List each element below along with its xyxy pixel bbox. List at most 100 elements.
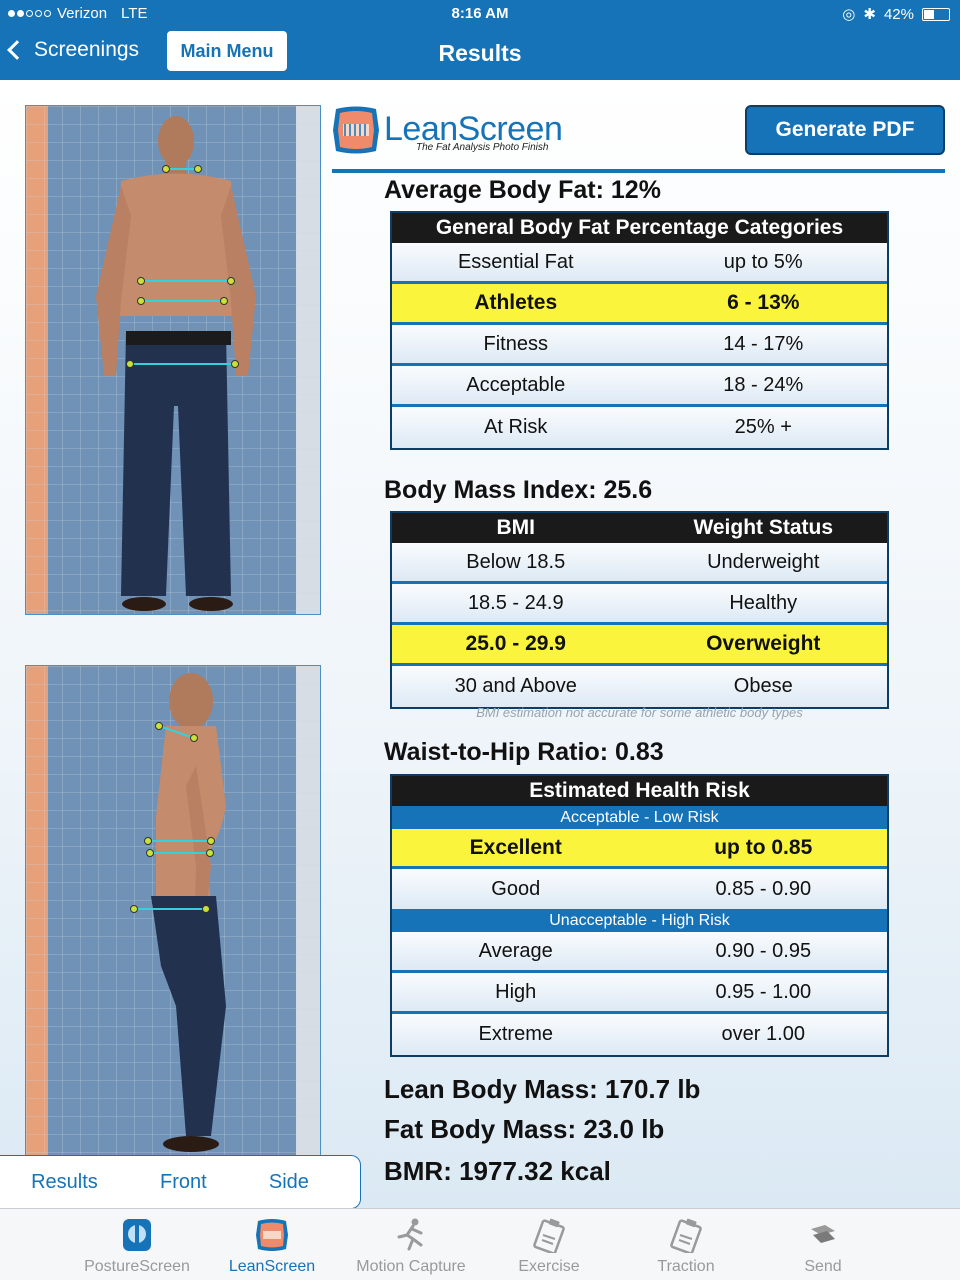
whr-row: Average 0.90 - 0.95 (392, 932, 887, 973)
whr-row-label: Excellent (392, 836, 640, 860)
bmi-row-label: 18.5 - 24.9 (392, 592, 640, 615)
bmi-row-value: Overweight (640, 632, 888, 656)
body-fat-row-value: 14 - 17% (640, 333, 888, 356)
side-photo[interactable] (25, 665, 321, 1175)
bmi-note: BMI estimation not accurate for some ath… (390, 705, 889, 720)
body-fat-row-value: 25% + (640, 416, 888, 439)
nav-bar: Screenings Main Menu Results (0, 26, 960, 80)
body-fat-row: Acceptable 18 - 24% (392, 366, 887, 407)
bluetooth-icon: ✱ (863, 5, 876, 23)
tab-results[interactable]: Results (31, 1171, 98, 1194)
whr-row-label: High (392, 981, 640, 1004)
whr-row: Excellent up to 0.85 (392, 829, 887, 869)
battery-icon (922, 8, 950, 21)
side-body-image (26, 666, 321, 1175)
body-fat-heading: Average Body Fat: 12% (384, 176, 661, 205)
tab-motion-capture[interactable]: Motion Capture (341, 1209, 481, 1280)
whr-row-value: 0.95 - 1.00 (640, 981, 888, 1004)
bmi-table: BMI Weight Status Below 18.5 Underweight 1… (390, 511, 889, 709)
fat-body-mass: Fat Body Mass: 23.0 lb (384, 1114, 664, 1145)
body-fat-row: At Risk 25% + (392, 407, 887, 448)
tab-label: Traction (616, 1258, 756, 1276)
body-fat-row: Fitness 14 - 17% (392, 325, 887, 366)
weight-status-column-header: Weight Status (640, 516, 888, 540)
runner-icon (393, 1217, 429, 1253)
whr-row-value: 0.85 - 0.90 (640, 878, 888, 901)
bmi-table-header: BMI Weight Status (392, 513, 887, 543)
whr-row-value: 0.90 - 0.95 (640, 940, 888, 963)
tab-label: Send (753, 1258, 893, 1276)
body-fat-row-value: 18 - 24% (640, 374, 888, 397)
front-body-image (26, 106, 321, 615)
body-fat-row-label: Athletes (392, 291, 640, 315)
bmi-row: 25.0 - 29.9 Overweight (392, 625, 887, 666)
logo-tagline: The Fat Analysis Photo Finish (416, 142, 548, 153)
whr-row-value: over 1.00 (640, 1023, 888, 1046)
bmi-row-value: Obese (640, 675, 888, 698)
tab-posturescreen[interactable]: PostureScreen (67, 1209, 207, 1280)
clipboard-icon (531, 1217, 567, 1253)
body-fat-row-label: At Risk (392, 416, 640, 439)
bmi-row-value: Underweight (640, 551, 888, 574)
body-fat-row-value: up to 5% (640, 251, 888, 274)
tab-bar: PostureScreen LeanScreen Motion Capture Exe… (0, 1208, 960, 1280)
front-photo[interactable] (25, 105, 321, 615)
tab-label: Motion Capture (341, 1258, 481, 1276)
tab-label: PostureScreen (67, 1258, 207, 1276)
lean-screen-icon (254, 1217, 290, 1253)
tab-label: Exercise (479, 1258, 619, 1276)
leanscreen-logo-icon (331, 104, 381, 156)
whr-row-label: Extreme (392, 1023, 640, 1046)
tab-exercise[interactable]: Exercise (479, 1209, 619, 1280)
leanscreen-logo: LeanScreen The Fat Analysis Photo Finish (331, 104, 571, 160)
bmi-row: 30 and Above Obese (392, 666, 887, 707)
whr-row: Good 0.85 - 0.90 (392, 869, 887, 909)
whr-group-high: Unacceptable - High Risk (392, 909, 887, 932)
tab-leanscreen[interactable]: LeanScreen (202, 1209, 342, 1280)
chevron-left-icon (7, 40, 27, 60)
generate-pdf-button[interactable]: Generate PDF (745, 105, 945, 155)
whr-row: High 0.95 - 1.00 (392, 973, 887, 1014)
whr-row-value: up to 0.85 (640, 836, 888, 860)
body-fat-row-label: Essential Fat (392, 251, 640, 274)
status-bar: Verizon LTE 8:16 AM ◎ ✱ 42% (0, 0, 960, 26)
body-fat-row-label: Fitness (392, 333, 640, 356)
tab-side[interactable]: Side (269, 1171, 309, 1194)
bmi-row-value: Healthy (640, 592, 888, 615)
whr-row-label: Average (392, 940, 640, 963)
tab-traction[interactable]: Traction (616, 1209, 756, 1280)
status-right: ◎ ✱ 42% (842, 5, 950, 23)
header-divider (332, 169, 945, 173)
tab-label: LeanScreen (202, 1258, 342, 1276)
battery-percent: 42% (884, 6, 914, 23)
body-fat-row: Essential Fat up to 5% (392, 243, 887, 284)
whr-group-low: Acceptable - Low Risk (392, 806, 887, 829)
whr-heading: Waist-to-Hip Ratio: 0.83 (384, 738, 664, 767)
whr-row-label: Good (392, 878, 640, 901)
clipboard-icon (668, 1217, 704, 1253)
whr-row: Extreme over 1.00 (392, 1014, 887, 1055)
bmi-row-label: 30 and Above (392, 675, 640, 698)
page-title: Results (0, 40, 960, 67)
back-button[interactable]: Screenings (10, 38, 139, 62)
rotation-lock-icon: ◎ (842, 5, 855, 23)
bmi-row: Below 18.5 Underweight (392, 543, 887, 584)
back-label: Screenings (34, 38, 139, 62)
bmi-row-label: 25.0 - 29.9 (392, 632, 640, 656)
whr-table: Estimated Health Risk Acceptable - Low R… (390, 774, 889, 1057)
send-icon (805, 1217, 841, 1253)
main-menu-button[interactable]: Main Menu (167, 31, 287, 71)
bmi-row-label: Below 18.5 (392, 551, 640, 574)
bmi-row: 18.5 - 24.9 Healthy (392, 584, 887, 625)
tab-front[interactable]: Front (160, 1171, 207, 1194)
bmi-heading: Body Mass Index: 25.6 (384, 476, 652, 505)
photo-view-tabs: Results Front Side (0, 1155, 361, 1209)
lean-body-mass: Lean Body Mass: 170.7 lb (384, 1074, 700, 1105)
body-fat-row-value: 6 - 13% (640, 291, 888, 315)
body-fat-table-header: General Body Fat Percentage Categories (392, 213, 887, 243)
tab-send[interactable]: Send (753, 1209, 893, 1280)
body-fat-row-label: Acceptable (392, 374, 640, 397)
clock: 8:16 AM (0, 5, 960, 22)
posture-screen-icon (119, 1217, 155, 1253)
body-fat-table: General Body Fat Percentage Categories E… (390, 211, 889, 450)
